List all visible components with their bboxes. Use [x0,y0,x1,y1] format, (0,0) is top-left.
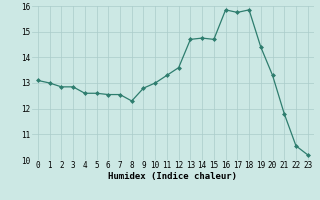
X-axis label: Humidex (Indice chaleur): Humidex (Indice chaleur) [108,172,237,181]
